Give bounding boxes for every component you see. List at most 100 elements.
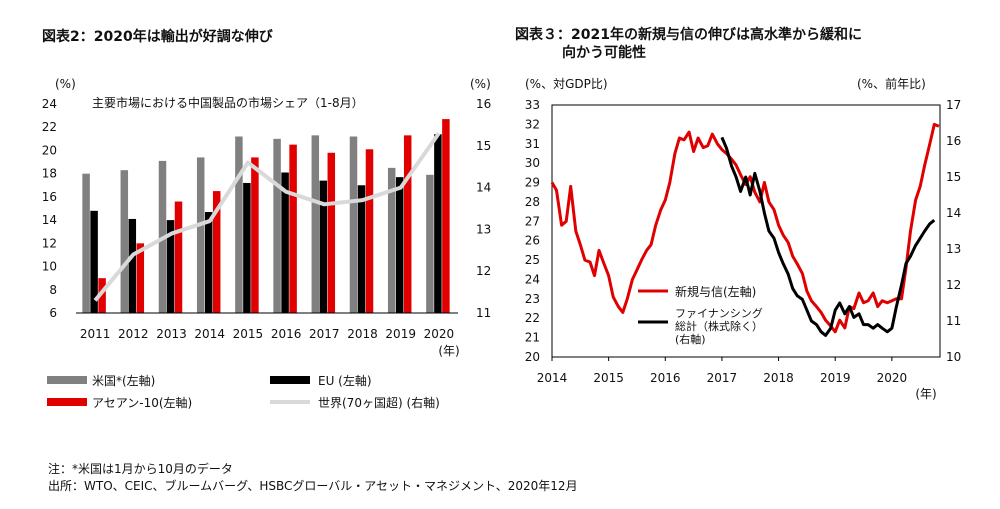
bar-eu [128, 218, 137, 313]
left-tick-label: 20 [525, 350, 540, 364]
bar-asean [289, 144, 297, 313]
x-tick-label: 2012 [118, 327, 149, 341]
legend-label-credit: 新規与信(左軸) [675, 284, 756, 299]
bar-us [273, 138, 281, 313]
bar-us [311, 135, 320, 313]
bar-eu [395, 177, 404, 313]
right-tick-label: 17 [946, 98, 961, 112]
bar-asean [442, 119, 450, 313]
bar-eu [204, 211, 213, 313]
left-tick-label: 12 [42, 236, 57, 250]
legend-label-asean: アセアン-10(左軸) [92, 395, 192, 410]
right-chart-title-line1: 図表３：2021年の新規与信の伸びは高水準から緩和に [515, 27, 862, 43]
left-tick-label: 21 [525, 331, 540, 345]
left-tick-label: 25 [525, 253, 540, 267]
x-tick-label: 2016 [650, 371, 681, 385]
right-chart: (%、対GDP比) (%、前年比) 20 21 22 23 24 25 26 27 28 29 30 31… [525, 76, 962, 401]
total-financing-line [720, 136, 936, 337]
x-tick-label: 2017 [309, 327, 340, 341]
bar-eu [243, 182, 251, 313]
left-tick-label: 22 [42, 120, 57, 134]
legend-label-financing-2: 総計（株式除く） [675, 319, 763, 333]
left-tick-label: 22 [525, 311, 540, 325]
bar-us [196, 157, 205, 313]
right-chart-title-line2: 向かう可能性 [562, 45, 646, 61]
legend-label-us: 米国*(左軸) [92, 373, 155, 388]
x-tick-label: 2016 [271, 327, 302, 341]
bar-asean [403, 135, 412, 313]
left-tick-label: 6 [49, 306, 57, 320]
left-tick-label: 24 [525, 272, 540, 286]
x-tick-label: 2014 [194, 327, 225, 341]
right-tick-label: 10 [946, 350, 961, 364]
bar-eu [357, 185, 366, 313]
x-axis-unit: (年) [915, 387, 936, 401]
bar-eu [281, 172, 289, 313]
legend-swatch-us [47, 376, 87, 384]
right-tick-label: 15 [476, 139, 491, 153]
x-tick-label: 2018 [347, 327, 378, 341]
x-tick-label: 2018 [763, 371, 794, 385]
x-tick-label: 2019 [385, 327, 416, 341]
right-tick-label: 11 [476, 306, 491, 320]
left-chart-title: 図表2：2020年は輸出が好調な伸び [42, 29, 273, 45]
x-tick-label: 2019 [820, 371, 851, 385]
bar-us [82, 173, 90, 313]
x-tick-label: 2020 [424, 327, 455, 341]
x-tick-label: 2017 [707, 371, 738, 385]
bar-us [235, 136, 243, 313]
left-tick-label: 29 [525, 176, 540, 190]
legend-label-financing-3: (右軸) [675, 332, 706, 346]
world-share-line [93, 132, 441, 302]
right-tick-label: 14 [476, 181, 491, 195]
bar-us [426, 174, 434, 313]
legend-label-financing-1: ファイナンシング [675, 306, 763, 320]
right-tick-label: 12 [946, 278, 961, 292]
left-tick-label: 31 [525, 137, 540, 151]
left-tick-label: 14 [42, 213, 57, 227]
right-tick-label: 14 [946, 206, 961, 220]
inner-title: 主要市場における中国製品の市場シェア（1-8月） [92, 95, 364, 110]
left-axis-unit: (%) [55, 77, 76, 91]
x-tick-label: 2011 [80, 327, 111, 341]
bar-eu [166, 220, 175, 313]
new-credit-line [550, 122, 940, 334]
x-tick-label: 2013 [156, 327, 187, 341]
x-axis-unit: (年) [438, 344, 459, 358]
bar-asean [174, 201, 183, 313]
x-tick-label: 2015 [233, 327, 264, 341]
x-tick-label: 2015 [593, 371, 624, 385]
right-tick-label: 13 [476, 222, 491, 236]
bar-asean [98, 278, 106, 313]
x-tick-label: 2014 [537, 371, 568, 385]
bar-eu [319, 180, 328, 313]
left-tick-label: 10 [42, 260, 57, 274]
left-axis-unit: (%、対GDP比) [525, 77, 608, 91]
left-tick-label: 32 [525, 117, 540, 131]
right-tick-label: 12 [476, 264, 491, 278]
footnote-note: 注：*米国は1月から10月のデータ [48, 462, 233, 476]
bar-us [387, 167, 396, 313]
left-tick-label: 8 [49, 283, 57, 297]
legend-label-eu: EU (左軸) [318, 373, 372, 388]
bar-asean [212, 191, 221, 313]
x-tick-label: 2020 [877, 371, 908, 385]
left-tick-label: 28 [525, 195, 540, 209]
right-tick-label: 11 [946, 314, 961, 328]
right-axis-unit: (%、前年比) [857, 76, 926, 91]
bar-asean [251, 157, 259, 313]
left-tick-label: 30 [525, 156, 540, 170]
left-tick-label: 27 [525, 214, 540, 228]
left-tick-label: 16 [42, 190, 57, 204]
left-tick-label: 18 [42, 167, 57, 181]
bar-eu [434, 134, 442, 313]
legend-label-world: 世界(70ヶ国超) (右軸) [318, 395, 440, 410]
bar-asean [136, 243, 145, 313]
plot-frame [551, 104, 941, 358]
left-tick-label: 23 [525, 292, 540, 306]
bar-eu [90, 210, 98, 313]
right-tick-label: 16 [946, 134, 961, 148]
footnote-source: 出所：WTO、CEIC、ブルームバーグ、HSBCグローバル・アセット・マネジメン… [48, 479, 578, 493]
right-tick-label: 13 [946, 242, 961, 256]
bar-asean [365, 149, 374, 313]
